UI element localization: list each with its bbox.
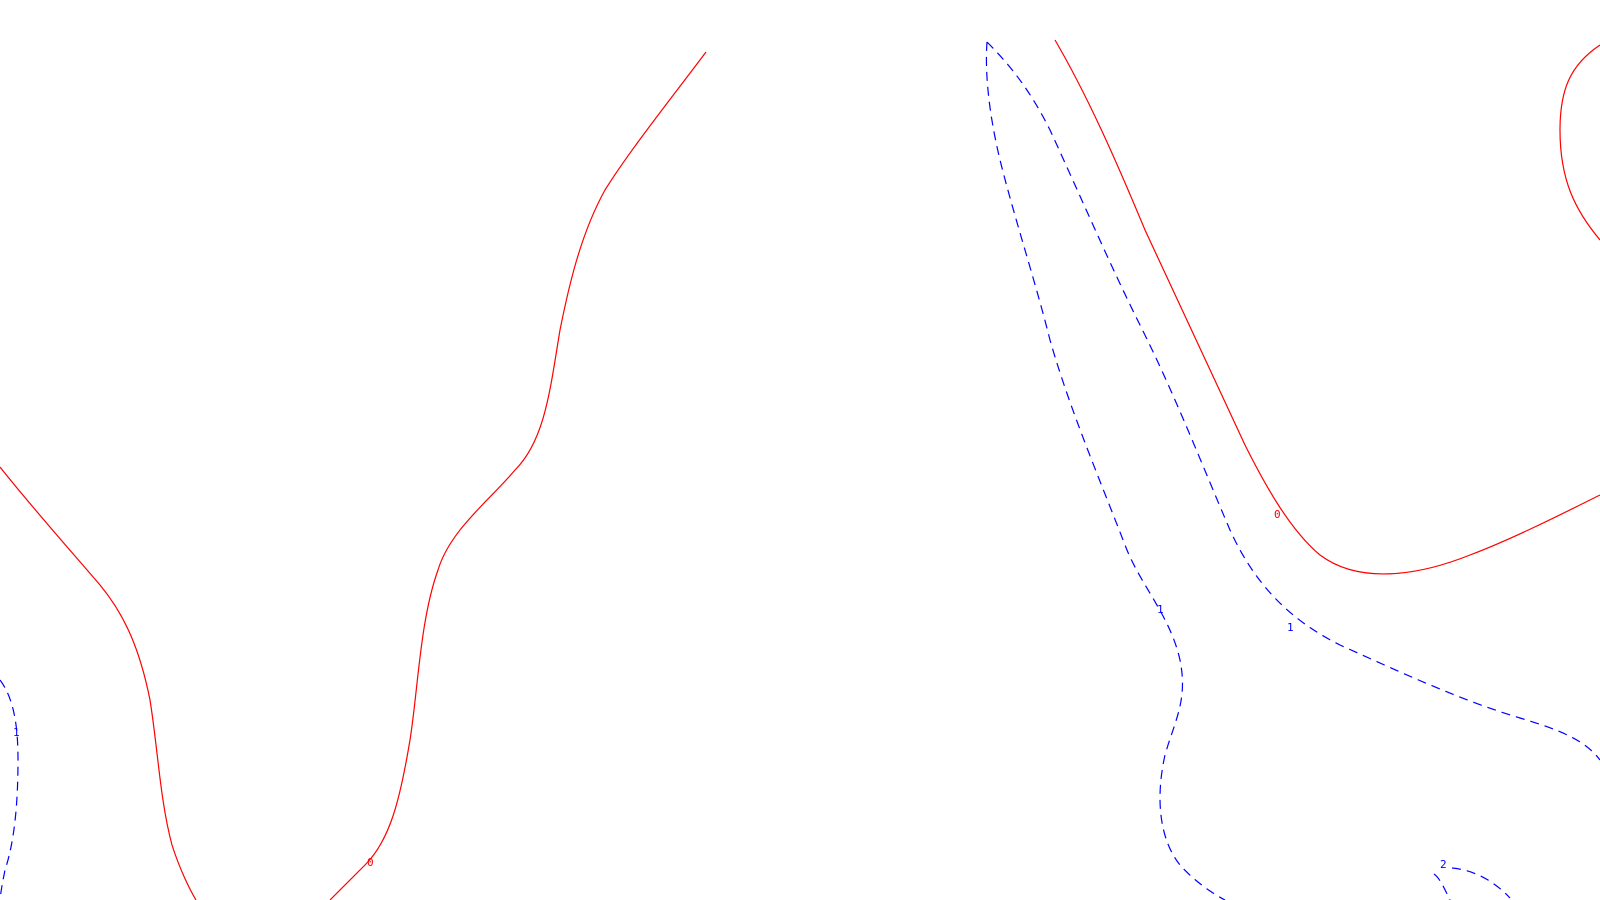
contour-line-level-0 [1559, 44, 1600, 241]
contour-label-level-1: 1 [1287, 621, 1294, 634]
contour-line-level-1 [986, 41, 1600, 761]
contour-label-level-2: 2 [1440, 858, 1447, 871]
contour-label-level-0: 0 [1274, 508, 1281, 521]
contour-line-level-0 [329, 51, 707, 900]
contour-line-level-2 [1433, 867, 1511, 900]
contour-label-level-1: 1 [13, 726, 20, 739]
contour-label-level-0: 0 [367, 856, 374, 869]
contour-line-level-1 [985, 41, 1226, 900]
contour-line-level-1 [0, 679, 19, 900]
contour-label-level-1: 1 [1157, 603, 1164, 616]
contour-line-level-0 [0, 466, 197, 900]
contour-line-level-0 [1054, 39, 1600, 575]
